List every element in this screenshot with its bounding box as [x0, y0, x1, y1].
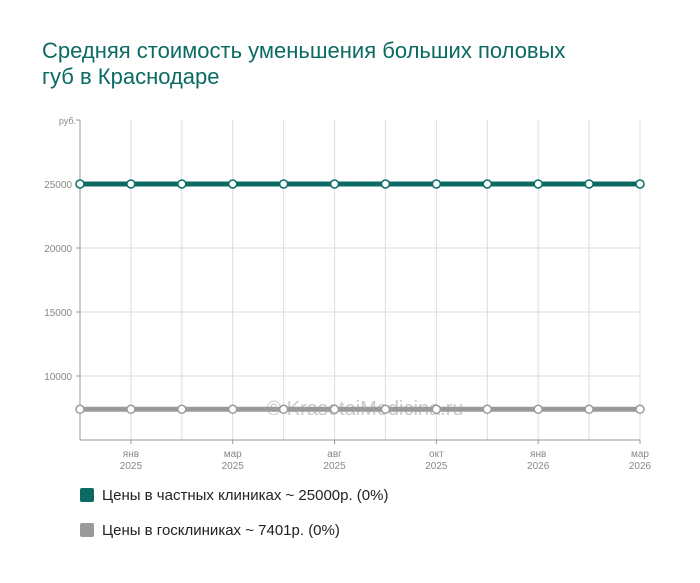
data-point-public: [482, 404, 493, 415]
x-tick-label-month: янв: [530, 449, 546, 460]
data-point-private: [584, 179, 594, 189]
data-point-public: [126, 404, 136, 415]
legend-swatch-private: [80, 488, 94, 502]
data-point-public: [227, 404, 238, 415]
x-tick-label-month: мар: [224, 449, 242, 460]
data-point-public: [533, 404, 543, 415]
legend: Цены в частных клиниках ~ 25000р. (0%) Ц…: [80, 486, 388, 556]
y-tick-label: 20000: [44, 244, 72, 255]
y-axis-unit-label: руб.: [59, 116, 76, 126]
y-tick-label: 15000: [44, 308, 72, 319]
y-tick-label: 25000: [44, 180, 72, 191]
legend-item-public[interactable]: Цены в госклиниках ~ 7401р. (0%): [80, 521, 388, 539]
data-point-private: [635, 179, 645, 189]
data-point-public: [584, 404, 594, 415]
data-point-private: [75, 179, 85, 189]
data-point-private: [431, 179, 442, 189]
data-point-public: [278, 404, 289, 415]
x-tick-label-month: янв: [123, 449, 139, 460]
data-point-public: [329, 404, 340, 415]
x-tick-label-year: 2026: [527, 461, 550, 470]
data-point-private: [329, 179, 340, 189]
data-point-private: [278, 179, 289, 189]
data-point-public: [635, 404, 645, 415]
data-point-private: [380, 179, 391, 189]
legend-label-private: Цены в частных клиниках ~ 25000р. (0%): [102, 486, 389, 504]
x-tick-label-year: 2025: [222, 461, 245, 470]
x-tick-label-year: 2025: [323, 461, 346, 470]
x-tick-label-year: 2025: [425, 461, 448, 470]
axis-layer: руб.10000150002000025000янв2025мар2025ав…: [44, 116, 651, 470]
data-point-public: [177, 404, 187, 415]
x-tick-label-year: 2025: [120, 461, 143, 470]
data-point-public: [75, 404, 85, 415]
y-tick-label: 10000: [44, 372, 72, 383]
data-point-public: [380, 404, 391, 415]
x-tick-label-month: окт: [429, 449, 444, 460]
data-point-private: [177, 179, 187, 189]
x-tick-label-month: мар: [631, 449, 649, 460]
data-point-private: [482, 179, 493, 189]
line-chart: руб.10000150002000025000янв2025мар2025ав…: [44, 116, 651, 470]
data-point-public: [431, 404, 442, 415]
x-tick-label-year: 2026: [629, 461, 652, 470]
legend-label-public: Цены в госклиниках ~ 7401р. (0%): [102, 521, 340, 539]
series-layer: [75, 179, 645, 415]
chart-title: Средняя стоимость уменьшения больших пол…: [42, 38, 566, 89]
data-point-private: [227, 179, 238, 189]
x-tick-label-month: авг: [327, 449, 342, 460]
data-point-private: [533, 179, 543, 189]
data-point-private: [126, 179, 136, 189]
legend-item-private[interactable]: Цены в частных клиниках ~ 25000р. (0%): [80, 486, 388, 504]
legend-swatch-public: [80, 523, 94, 537]
grid-layer: [79, 120, 641, 440]
